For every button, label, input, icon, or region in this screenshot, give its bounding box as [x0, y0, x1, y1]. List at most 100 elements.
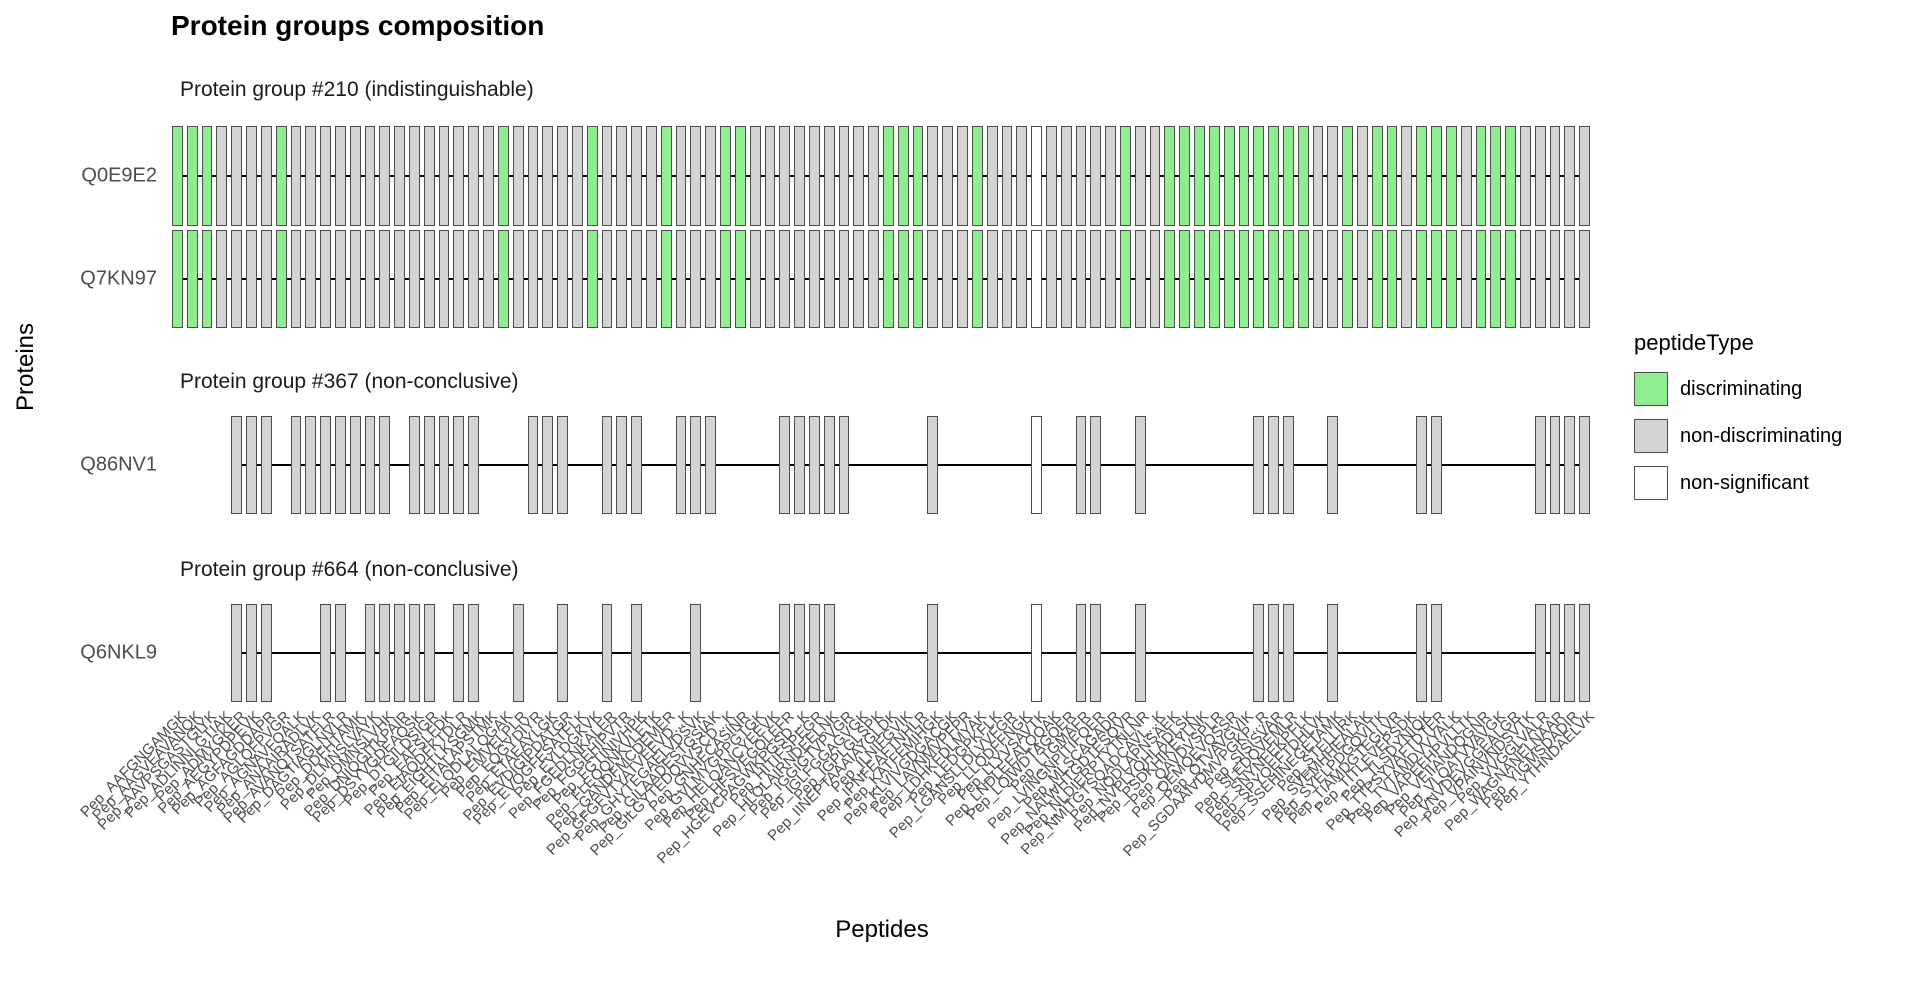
peptide-tile [1327, 416, 1339, 514]
peptide-tile [734, 126, 746, 226]
peptide-tile [705, 126, 717, 226]
peptide-tile [794, 604, 805, 702]
peptide-tile [942, 126, 954, 226]
peptide-tile [720, 126, 731, 226]
peptide-tile [1001, 126, 1013, 226]
peptide-tile [260, 604, 272, 702]
peptide-tile [557, 126, 568, 226]
peptide-tile [334, 604, 346, 702]
peptide-tile [690, 604, 702, 702]
peptide-tile [1268, 604, 1279, 702]
peptide-tile [216, 126, 228, 226]
peptide-tile [1016, 230, 1028, 328]
peptide-tile [557, 604, 568, 702]
peptide-tile [883, 126, 894, 226]
peptide-tile [1490, 230, 1502, 328]
peptide-tile [423, 126, 435, 226]
facet-title: Protein group #664 (non-conclusive) [180, 558, 519, 581]
peptide-tile [1431, 126, 1442, 226]
peptide-tile [971, 126, 983, 226]
peptide-tile [1431, 416, 1442, 514]
peptide-tile [260, 126, 272, 226]
peptide-tile [453, 416, 465, 514]
peptide-tile [290, 126, 302, 226]
peptide-tile [349, 126, 361, 226]
peptide-tile [1342, 230, 1353, 328]
peptide-tile [927, 230, 939, 328]
peptide-tile [512, 126, 524, 226]
peptide-tile [794, 416, 805, 514]
peptide-tile [1549, 416, 1561, 514]
peptide-tile [1534, 416, 1546, 514]
peptide-tile [1016, 126, 1028, 226]
peptide-tile [497, 230, 509, 328]
peptide-tile [1238, 230, 1250, 328]
peptide-tile [1416, 126, 1428, 226]
peptide-tile [1194, 230, 1205, 328]
peptide-tile [1060, 126, 1072, 226]
peptide-tile [1075, 416, 1087, 514]
peptide-tile [1105, 126, 1116, 226]
peptide-tile [794, 230, 805, 328]
peptide-tile [616, 416, 628, 514]
peptide-tile [423, 230, 435, 328]
peptide-tile [912, 230, 924, 328]
peptide-tile [1282, 126, 1294, 226]
peptide-tile [497, 126, 509, 226]
peptide-tile [1268, 230, 1279, 328]
peptide-tile [290, 230, 302, 328]
peptide-tile [364, 230, 376, 328]
peptide-tile [1090, 126, 1102, 226]
peptide-tile [808, 604, 820, 702]
peptide-tile [601, 126, 613, 226]
peptide-tile [305, 126, 317, 226]
peptide-tile [1253, 230, 1265, 328]
peptide-tile [1312, 230, 1324, 328]
peptide-tile [675, 230, 687, 328]
peptide-tile [320, 126, 331, 226]
peptide-tile [468, 230, 480, 328]
peptide-tile [1149, 126, 1161, 226]
peptide-tile [1031, 126, 1042, 226]
peptide-tile [1564, 604, 1576, 702]
peptide-tile [305, 230, 317, 328]
peptide-tile [1475, 230, 1487, 328]
peptide-tile [379, 230, 391, 328]
peptide-tile [542, 126, 554, 226]
peptide-tile [838, 126, 850, 226]
peptide-tile [823, 230, 835, 328]
peptide-tile [1579, 230, 1590, 328]
peptide-tile [1327, 230, 1339, 328]
peptide-tile [512, 604, 524, 702]
peptide-tile [394, 126, 405, 226]
peptide-tile [749, 230, 761, 328]
legend-entries: discriminating non-discriminating non-sign… [1634, 372, 1842, 500]
peptide-tile [586, 230, 598, 328]
peptide-tile [290, 416, 302, 514]
peptide-tile [527, 416, 539, 514]
peptide-tile [527, 230, 539, 328]
peptide-tile [823, 604, 835, 702]
peptide-tile [1564, 230, 1576, 328]
y-axis-protein-label: Q0E9E2 [81, 164, 157, 187]
peptide-tile [734, 230, 746, 328]
peptide-tile [957, 230, 968, 328]
peptide-tile [571, 230, 583, 328]
peptide-tile [1505, 230, 1516, 328]
peptide-tile [705, 230, 717, 328]
peptide-tile [468, 126, 480, 226]
peptide-tile [986, 126, 998, 226]
peptide-tile [1282, 416, 1294, 514]
peptide-tile [172, 230, 183, 328]
peptide-connector-line [237, 464, 1586, 466]
peptide-tile [201, 230, 213, 328]
peptide-tile [675, 416, 687, 514]
peptide-tile [1075, 604, 1087, 702]
peptide-tile [927, 604, 939, 702]
legend-entry: non-significant [1634, 466, 1842, 500]
peptide-tile [320, 230, 331, 328]
peptide-tile [616, 230, 628, 328]
peptide-tile [1579, 126, 1590, 226]
peptide-tile [423, 604, 435, 702]
peptide-tile [1164, 126, 1176, 226]
